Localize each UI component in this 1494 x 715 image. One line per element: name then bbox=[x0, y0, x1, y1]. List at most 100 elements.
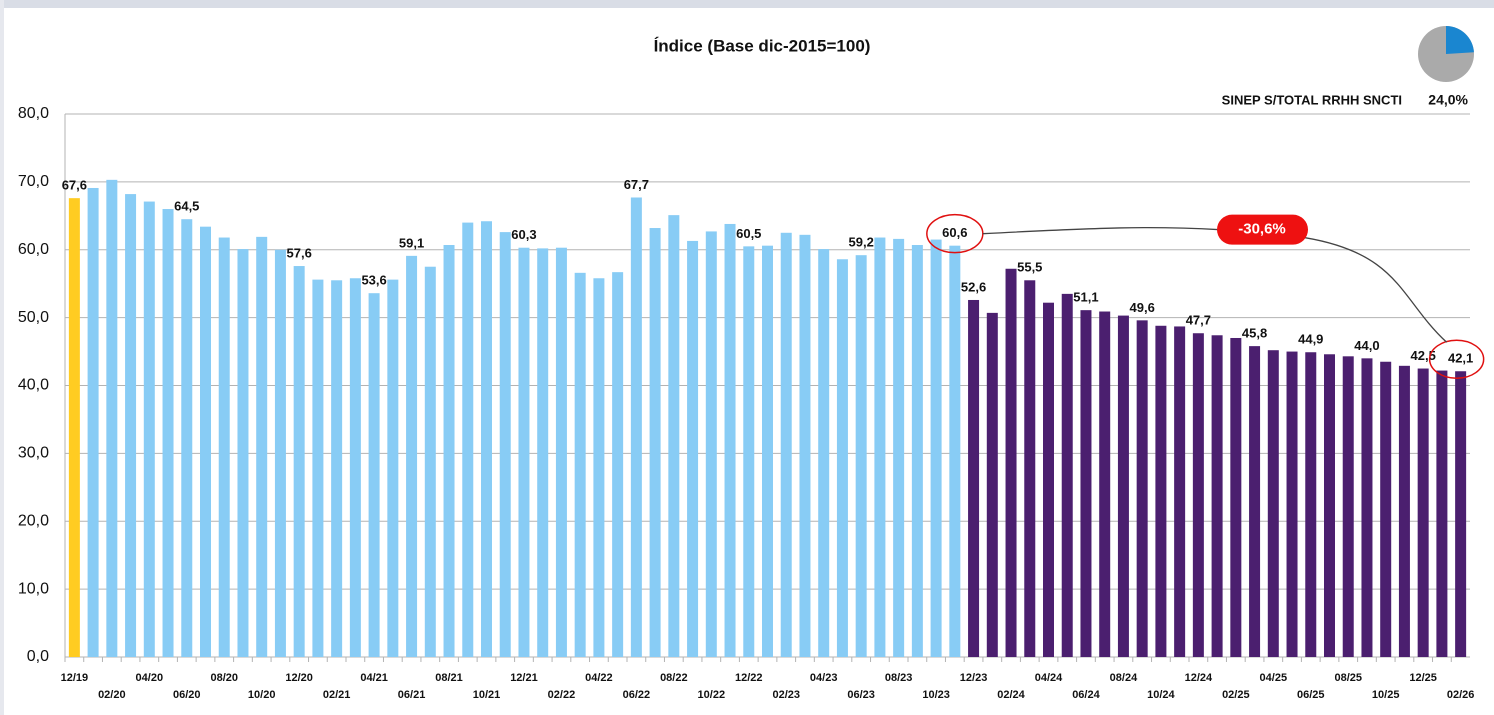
bar bbox=[1361, 358, 1373, 657]
value-label: 67,6 bbox=[62, 178, 87, 193]
x-tick-label: 12/22 bbox=[735, 672, 763, 684]
bar bbox=[1305, 352, 1317, 657]
bar bbox=[930, 239, 942, 657]
value-label: 42,1 bbox=[1448, 351, 1473, 366]
value-label: 52,6 bbox=[961, 279, 986, 294]
annotation-box bbox=[1217, 214, 1308, 245]
bar bbox=[1117, 315, 1129, 657]
x-tick-label: 08/24 bbox=[1110, 672, 1138, 684]
bar bbox=[555, 247, 567, 657]
x-tick-label: 12/23 bbox=[960, 672, 988, 684]
bar bbox=[743, 246, 755, 657]
bar bbox=[424, 266, 436, 657]
bar bbox=[874, 237, 886, 657]
bar bbox=[87, 187, 99, 657]
bar bbox=[911, 244, 923, 657]
bar bbox=[1230, 337, 1242, 657]
x-tick-label: 04/22 bbox=[585, 672, 613, 684]
bar bbox=[1398, 365, 1410, 657]
x-tick-label: 10/25 bbox=[1372, 689, 1400, 701]
x-tick-label: 04/25 bbox=[1260, 672, 1288, 684]
bar bbox=[630, 197, 642, 657]
value-label: 44,9 bbox=[1298, 332, 1323, 347]
y-tick-label: 0,0 bbox=[27, 648, 49, 665]
bar bbox=[986, 312, 998, 657]
bar bbox=[312, 279, 324, 657]
x-tick-label: 02/23 bbox=[772, 689, 800, 701]
bar bbox=[780, 232, 792, 657]
value-label: 60,5 bbox=[736, 226, 761, 241]
bar bbox=[537, 248, 549, 657]
value-label: 44,0 bbox=[1354, 338, 1379, 353]
bar bbox=[1211, 335, 1223, 657]
bar bbox=[612, 272, 624, 657]
bar bbox=[1080, 310, 1092, 657]
bar bbox=[687, 240, 699, 657]
value-label: 47,7 bbox=[1186, 313, 1211, 328]
bar bbox=[1436, 370, 1448, 657]
value-label: 60,3 bbox=[511, 227, 536, 242]
bar bbox=[668, 215, 680, 658]
x-tick-label: 06/21 bbox=[398, 689, 426, 701]
bar bbox=[1455, 371, 1467, 657]
x-tick-label: 06/25 bbox=[1297, 689, 1325, 701]
bar bbox=[1061, 293, 1073, 657]
x-tick-label: 08/20 bbox=[210, 672, 238, 684]
bar bbox=[1005, 268, 1017, 657]
bar bbox=[499, 232, 511, 658]
x-tick-label: 06/22 bbox=[623, 689, 651, 701]
value-label: 64,5 bbox=[174, 199, 199, 214]
bar bbox=[368, 293, 380, 657]
x-tick-label: 08/25 bbox=[1334, 672, 1362, 684]
value-label: 49,6 bbox=[1130, 300, 1155, 315]
x-tick-label: 12/20 bbox=[285, 672, 313, 684]
y-tick-label: 20,0 bbox=[18, 512, 49, 529]
bar bbox=[218, 237, 230, 657]
x-tick-label: 12/25 bbox=[1409, 672, 1437, 684]
x-tick-label: 12/24 bbox=[1185, 672, 1213, 684]
x-tick-label: 10/20 bbox=[248, 689, 276, 701]
highlight-ring bbox=[1428, 339, 1485, 379]
x-tick-label: 08/23 bbox=[885, 672, 913, 684]
left-band bbox=[0, 0, 4, 715]
connector bbox=[982, 226, 1221, 235]
bar bbox=[762, 245, 773, 658]
bar bbox=[293, 266, 305, 657]
bar bbox=[237, 249, 249, 658]
x-tick-label: 06/24 bbox=[1072, 689, 1100, 701]
bar bbox=[462, 222, 474, 657]
y-tick-label: 70,0 bbox=[18, 173, 49, 190]
x-tick-label: 06/23 bbox=[847, 689, 875, 701]
bar bbox=[349, 278, 361, 657]
y-tick-label: 40,0 bbox=[18, 377, 49, 394]
y-tick-label: 10,0 bbox=[18, 580, 49, 597]
bar bbox=[818, 249, 830, 658]
bar bbox=[949, 245, 961, 658]
chart-title: Índice (Base dic-2015=100) bbox=[654, 36, 871, 55]
bar bbox=[406, 255, 418, 657]
x-tick-label: 04/23 bbox=[810, 672, 838, 684]
value-label: 59,2 bbox=[849, 235, 874, 250]
value-label: 57,6 bbox=[287, 245, 312, 260]
bar bbox=[1324, 354, 1335, 657]
x-tick-label: 04/20 bbox=[136, 672, 164, 684]
value-label: 53,6 bbox=[361, 273, 386, 288]
bar bbox=[593, 278, 605, 657]
bar bbox=[256, 236, 268, 657]
x-tick-label: 02/21 bbox=[323, 689, 351, 701]
x-tick-label: 08/22 bbox=[660, 672, 688, 684]
x-tick-label: 08/21 bbox=[435, 672, 463, 684]
x-tick-label: 02/20 bbox=[98, 689, 126, 701]
bar bbox=[893, 238, 905, 657]
bar bbox=[162, 209, 174, 657]
bar bbox=[724, 223, 736, 657]
x-tick-label: 04/21 bbox=[360, 672, 388, 684]
bar bbox=[1174, 326, 1186, 657]
x-tick-label: 02/24 bbox=[997, 689, 1025, 701]
bar bbox=[106, 179, 118, 657]
bar bbox=[1342, 356, 1354, 657]
bar bbox=[1249, 346, 1261, 657]
bar bbox=[1155, 325, 1167, 657]
bar bbox=[1417, 368, 1429, 657]
x-tick-label: 02/22 bbox=[548, 689, 576, 701]
